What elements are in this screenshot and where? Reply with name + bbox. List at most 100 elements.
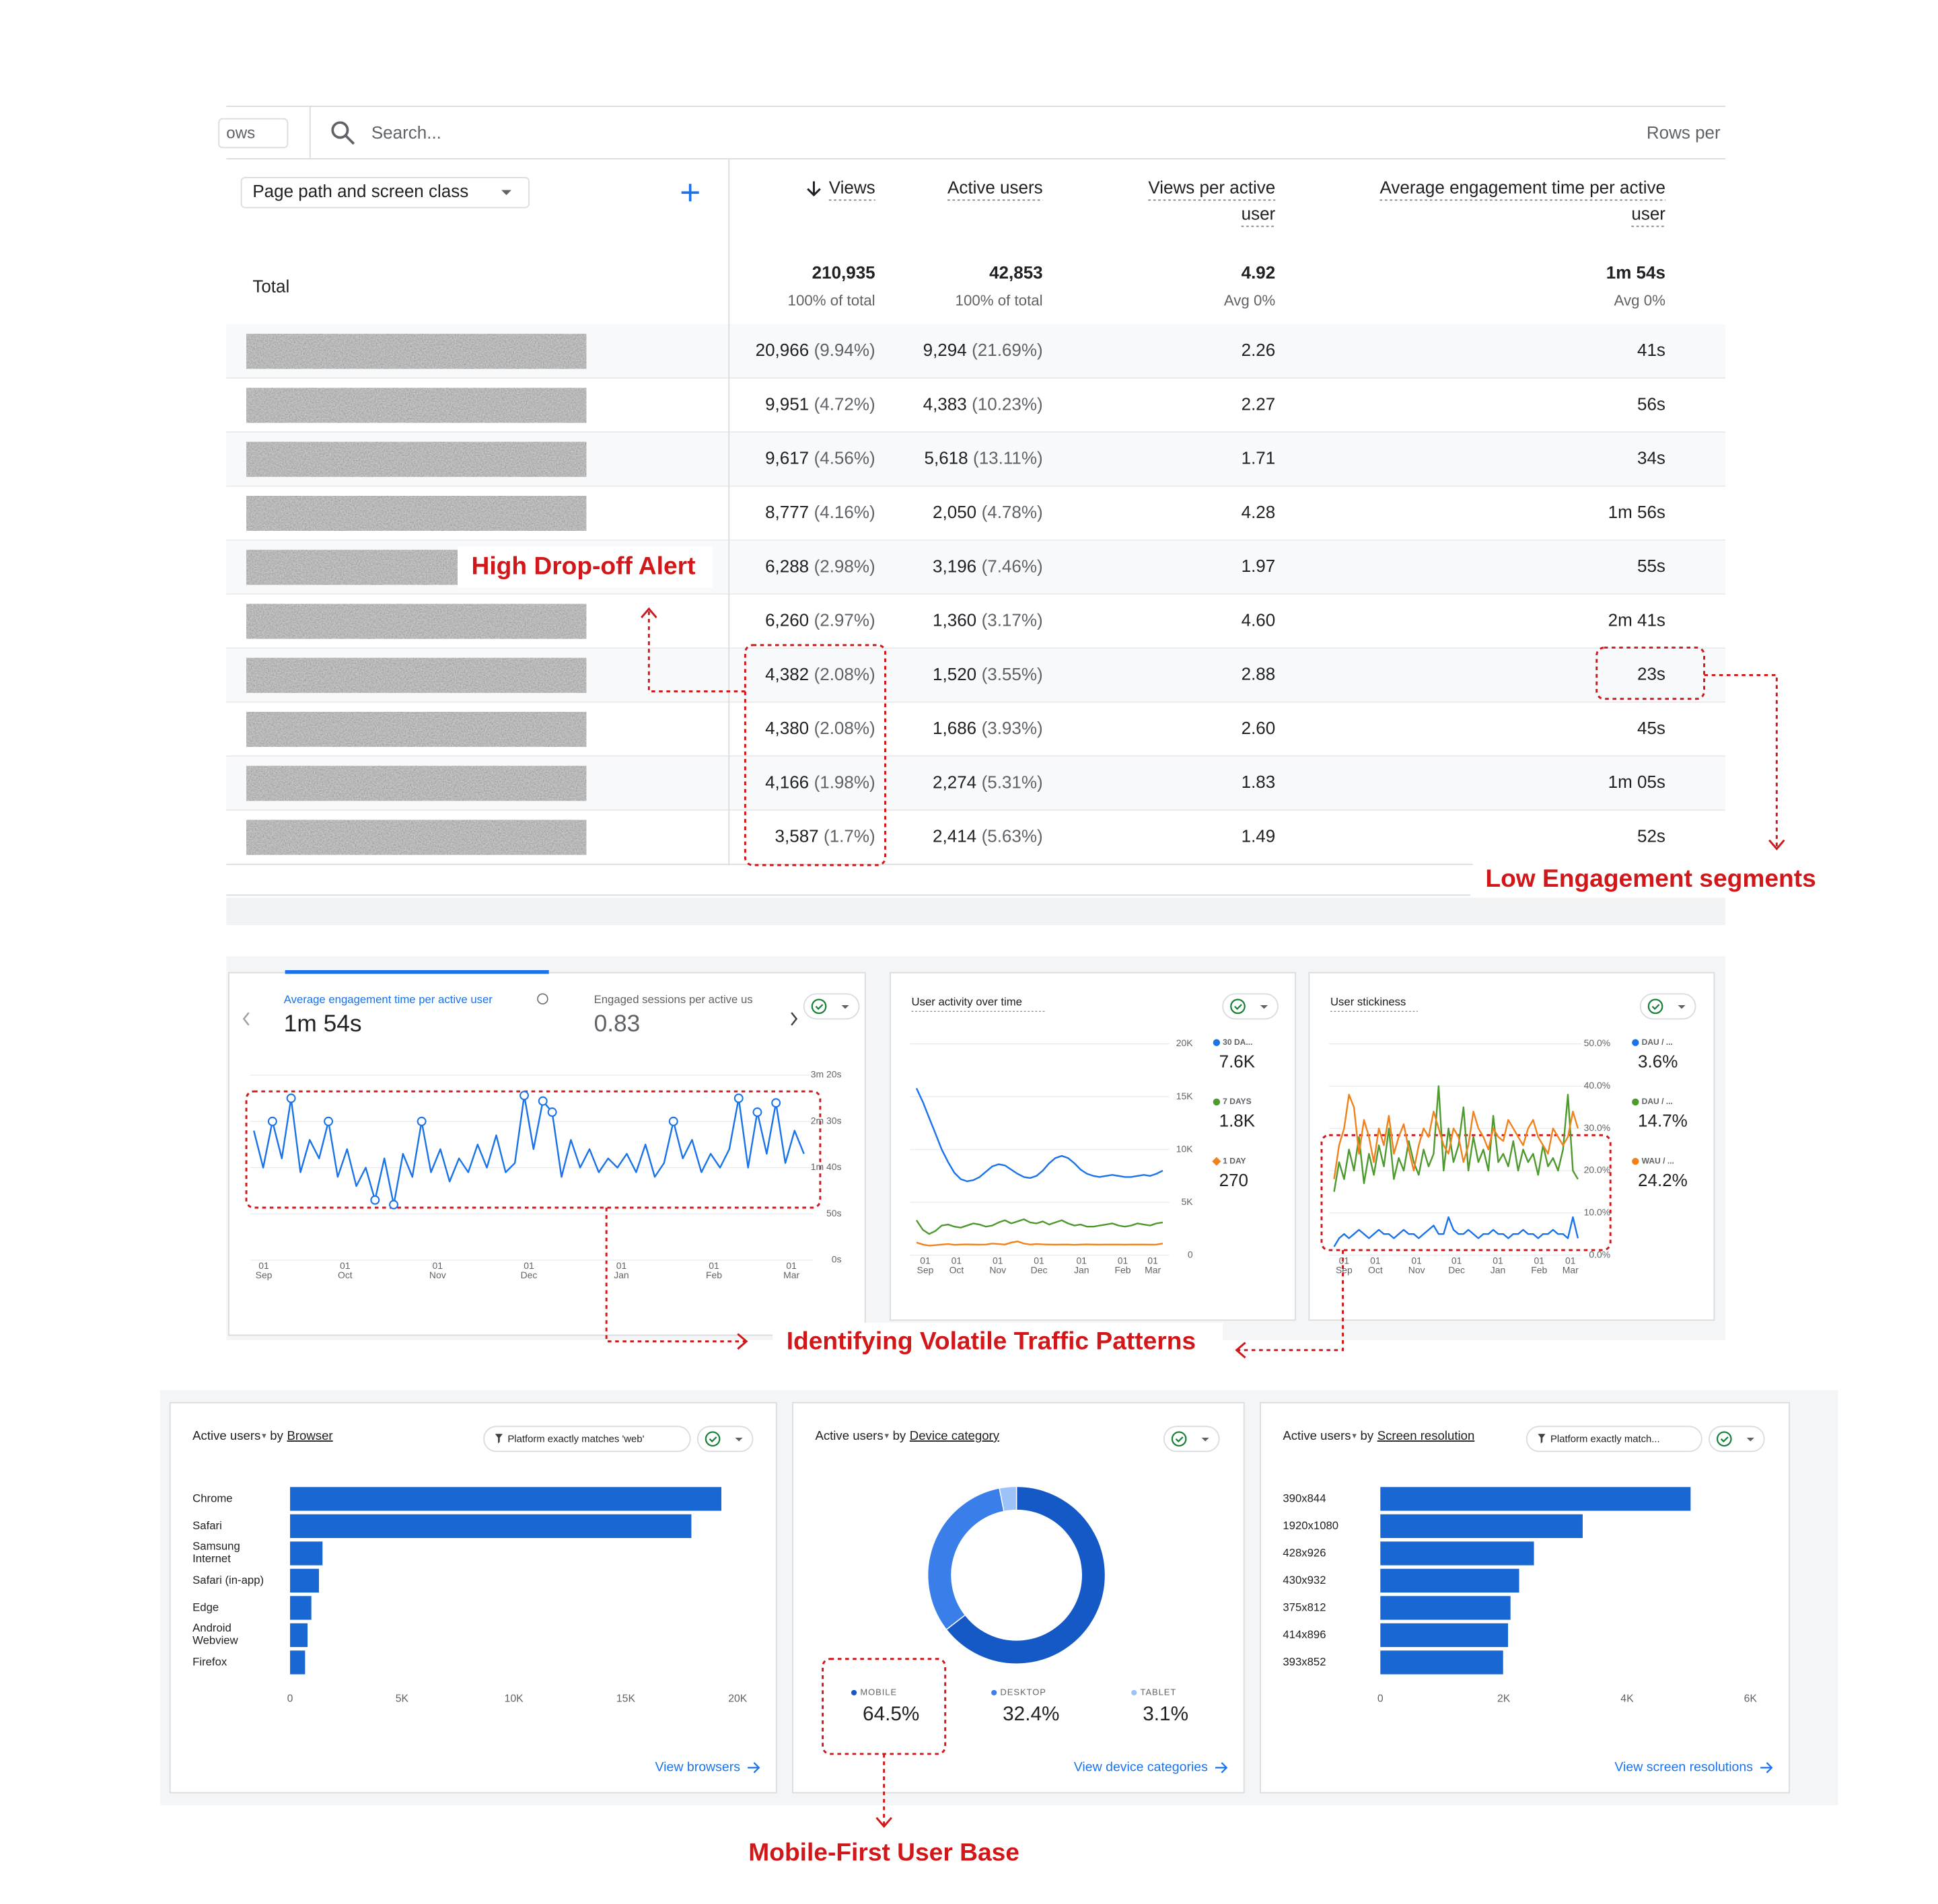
- metric-cell: 20,966 (9.94%): [756, 340, 875, 360]
- column-header: Active users: [947, 178, 1043, 198]
- x-tick-label: Mar: [783, 1270, 799, 1280]
- card-title: User stickiness: [1330, 996, 1406, 1009]
- help-icon[interactable]: [537, 993, 548, 1004]
- legend-swatch: [1632, 1158, 1639, 1165]
- anomaly-marker: [370, 1195, 380, 1205]
- annotation-connector: [647, 610, 746, 693]
- cell-share: (2.97%): [814, 610, 875, 630]
- x-tick-label: Nov: [989, 1264, 1006, 1275]
- legend-name: 1 DAY: [1223, 1156, 1246, 1165]
- category-label: 430x932: [1283, 1574, 1326, 1586]
- anomaly-marker: [286, 1093, 296, 1103]
- x-tick-label: Nov: [429, 1270, 446, 1280]
- filter-icon: [1538, 1434, 1546, 1444]
- x-tick-label: Mar: [1563, 1264, 1579, 1275]
- dimension-dropdown[interactable]: [240, 177, 530, 209]
- annotation-background: [458, 546, 713, 588]
- legend-value: 1.8K: [1219, 1111, 1256, 1131]
- check-icon: [705, 1431, 721, 1447]
- metric-cell: 3,587 (1.7%): [775, 826, 875, 846]
- card: [169, 1401, 777, 1794]
- metric-cell: 45s: [1637, 718, 1665, 738]
- annotation-connector: [1237, 1250, 1344, 1352]
- annotation: High Drop-off Alert: [471, 551, 695, 579]
- cell-value: 2,050: [933, 502, 976, 522]
- tab-value: 1m 54s: [284, 1011, 362, 1037]
- category-label: Chrome: [192, 1492, 232, 1504]
- next-chevron[interactable]: [791, 1012, 798, 1026]
- legend-swatch: [1212, 1157, 1221, 1166]
- x-tick-label: 01: [1565, 1255, 1576, 1266]
- prev-chevron[interactable]: [242, 1012, 250, 1026]
- cell-value: 9,294: [923, 340, 967, 360]
- card-title: Active users ▾ by Device category: [815, 1428, 999, 1442]
- card: [228, 972, 866, 1336]
- metric-name: Active users: [815, 1428, 883, 1442]
- cell-value: 8,777: [765, 502, 809, 522]
- cell-share: (1.7%): [824, 826, 875, 846]
- annotation: Mobile-First User Base: [748, 1837, 1019, 1866]
- x-tick-label: 01: [340, 1260, 351, 1271]
- category-label: Safari (in-app): [192, 1574, 264, 1586]
- category-label: Firefox: [192, 1655, 227, 1668]
- check-icon: [1230, 998, 1246, 1015]
- x-tick-label: 01: [524, 1260, 534, 1271]
- metric-cell: 1m 05s: [1608, 772, 1665, 792]
- y-tick-label: 3m 20s: [811, 1069, 842, 1080]
- metric-cell: 1.97: [1242, 556, 1276, 576]
- metric-cell: 2,414 (5.63%): [933, 826, 1043, 846]
- bar: [1380, 1541, 1534, 1566]
- x-tick-label: 01: [920, 1255, 931, 1266]
- bar: [290, 1650, 306, 1675]
- bar: [290, 1514, 692, 1539]
- cell-share: (4.78%): [982, 502, 1043, 522]
- view-link[interactable]: View screen resolutions: [1614, 1760, 1753, 1775]
- tab-label[interactable]: Engaged sessions per active us: [594, 993, 753, 1006]
- bar: [290, 1541, 323, 1566]
- metric-cell: 5,618 (13.11%): [925, 448, 1043, 468]
- metric-name: Active users: [192, 1428, 260, 1442]
- tab-label[interactable]: Average engagement time per active user: [284, 993, 493, 1006]
- category-label: 428x926: [1283, 1546, 1326, 1559]
- add-dimension-button[interactable]: [681, 184, 699, 202]
- bar: [1380, 1514, 1583, 1539]
- arrowhead: [1235, 1342, 1246, 1359]
- check-mark: [1720, 1436, 1729, 1443]
- check-mark: [815, 1004, 824, 1011]
- search-input[interactable]: Search...: [371, 122, 441, 143]
- filter-chip[interactable]: [1526, 1426, 1702, 1453]
- card: [890, 972, 1296, 1321]
- dimension-label: Page path and screen class: [252, 181, 468, 201]
- view-link[interactable]: View browsers: [655, 1760, 741, 1775]
- x-tick-label: Oct: [1368, 1264, 1383, 1275]
- legend-value: 7.6K: [1219, 1051, 1256, 1071]
- total-share: 100% of total: [788, 292, 875, 309]
- rows-label: ows: [226, 124, 255, 142]
- legend-name: DAU / ...: [1642, 1037, 1673, 1047]
- search-icon[interactable]: [331, 121, 349, 139]
- cell-value: 9,617: [765, 448, 809, 468]
- legend-name: WAU / ...: [1642, 1156, 1674, 1165]
- highlight-box: [1595, 647, 1706, 700]
- x-tick-label: Oct: [949, 1264, 964, 1275]
- bar: [1380, 1623, 1509, 1648]
- x-tick-label: 4K: [1620, 1693, 1634, 1704]
- annotation-background: [773, 1322, 1223, 1363]
- filter-chip[interactable]: [483, 1426, 691, 1453]
- link-arrow: [748, 1762, 760, 1773]
- redacted-noise: [246, 712, 587, 747]
- cell-share: (3.55%): [982, 664, 1043, 684]
- dimension-name: Device category: [910, 1428, 1000, 1442]
- category-label: Edge: [192, 1601, 219, 1613]
- dropdown-caret: [1201, 1437, 1209, 1442]
- filter-icon: [495, 1434, 503, 1444]
- rows-input[interactable]: [218, 118, 289, 149]
- category-label: 1920x1080: [1283, 1519, 1338, 1532]
- view-link[interactable]: View device categories: [1074, 1760, 1208, 1775]
- cell-share: (5.31%): [982, 772, 1043, 792]
- anomaly-marker: [417, 1116, 427, 1126]
- label-line: Samsung: [192, 1540, 243, 1553]
- cell-share: (3.93%): [982, 718, 1043, 738]
